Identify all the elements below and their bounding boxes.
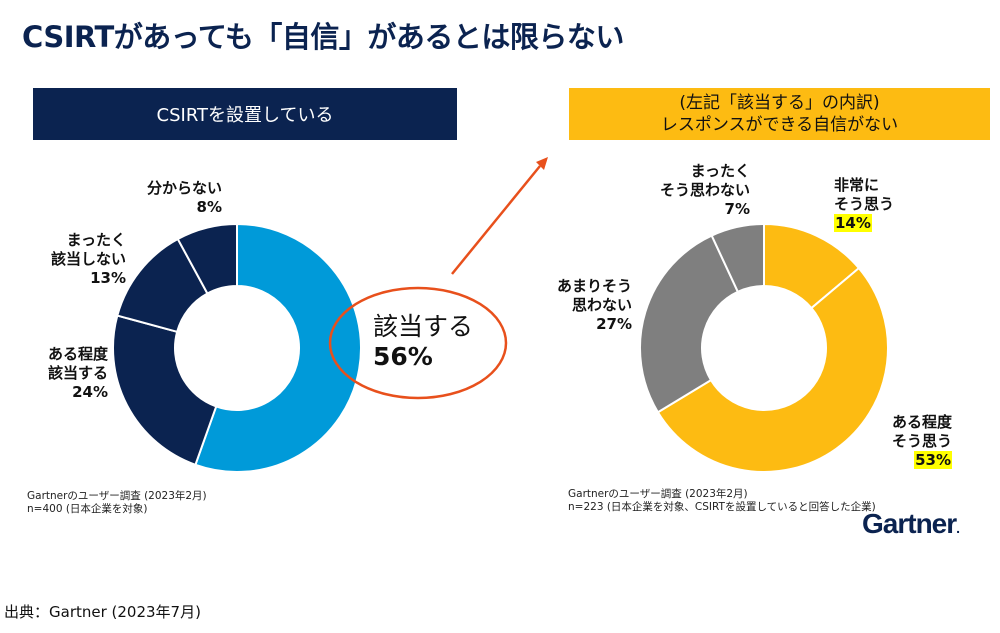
left-chart-header: CSIRTを設置している: [33, 88, 457, 140]
left-label-somewhat-line2: 該当する: [47, 364, 108, 382]
callout-ellipse: [328, 286, 508, 400]
right-donut-slice-3: [639, 234, 740, 414]
right-donut-slice-2: [656, 266, 889, 473]
right-label-somewhat-line1: ある程度: [891, 413, 952, 431]
left-label-not-at-all: まったく 該当しない 13%: [36, 231, 126, 288]
left-label-somewhat: ある程度 該当する 24%: [30, 345, 108, 402]
callout-applicable: 該当する 56%: [373, 312, 473, 372]
right-chart-header-line2: レスポンスができる自信がない: [660, 115, 899, 135]
right-note-line1: Gartnerのユーザー調査 (2023年2月): [568, 488, 748, 500]
gartner-logo-text: Gartner: [862, 508, 957, 539]
right-chart-header-line1: (左記「該当する」の内訳): [679, 93, 880, 113]
callout-arrow-line: [451, 165, 541, 275]
right-label-strongly-pct: 14%: [834, 214, 872, 232]
right-label-somewhat-pct: 53%: [914, 451, 952, 469]
right-label-not-really-line2: 思わない: [571, 296, 632, 314]
left-label-somewhat-pct: 24%: [72, 383, 108, 401]
right-label-somewhat: ある程度 そう思う 53%: [862, 413, 952, 470]
left-note-line1: Gartnerのユーザー調査 (2023年2月): [27, 490, 207, 502]
left-donut-slice-4: [176, 222, 238, 295]
donut-chart-right: [639, 222, 889, 473]
left-note-line2: n=400 (日本企業を対象): [27, 503, 148, 515]
right-label-not-at-all-pct: 7%: [724, 200, 750, 218]
left-label-unknown-pct: 8%: [196, 198, 222, 216]
donut-chart-left: [112, 222, 362, 473]
right-label-not-really: あまりそう 思わない 27%: [540, 277, 632, 334]
left-label-somewhat-line1: ある程度: [47, 345, 108, 363]
right-label-not-at-all-line2: そう思わない: [659, 181, 750, 199]
left-chart-header-text: CSIRTを設置している: [156, 105, 334, 126]
source-citation: 出典：Gartner (2023年7月): [4, 603, 201, 621]
right-donut-slice-4: [710, 222, 765, 294]
right-label-strongly-line1: 非常に: [834, 176, 880, 194]
right-label-strongly-line2: そう思う: [834, 195, 895, 213]
right-label-not-at-all-line1: まったく: [690, 162, 750, 180]
left-label-unknown-text: 分からない: [146, 179, 222, 197]
left-chart-note: Gartnerのユーザー調査 (2023年2月) n=400 (日本企業を対象): [27, 490, 207, 516]
callout-value: 56%: [373, 342, 433, 371]
right-label-somewhat-line2: そう思う: [891, 432, 952, 450]
callout-arrow-head: [536, 157, 548, 170]
right-label-not-at-all: まったく そう思わない 7%: [622, 162, 750, 219]
gartner-logo: Gartner.: [862, 508, 960, 539]
left-label-not-at-all-pct: 13%: [90, 269, 126, 287]
left-label-unknown: 分からない 8%: [128, 179, 222, 217]
right-label-not-really-pct: 27%: [596, 315, 632, 333]
right-label-not-really-line1: あまりそう: [556, 277, 632, 295]
right-note-line2: n=223 (日本企業を対象、CSIRTを設置していると回答した企業): [568, 501, 876, 513]
left-label-not-at-all-line1: まったく: [66, 231, 126, 249]
right-chart-header: (左記「該当する」の内訳) レスポンスができる自信がない: [569, 88, 990, 140]
left-donut-slice-2: [112, 314, 218, 467]
left-label-not-at-all-line2: 該当しない: [50, 250, 126, 268]
callout-label: 該当する: [373, 312, 474, 341]
slide-title: CSIRTがあっても「自信」があるとは限らない: [22, 20, 624, 54]
right-chart-note: Gartnerのユーザー調査 (2023年2月) n=223 (日本企業を対象、…: [568, 488, 876, 514]
right-label-strongly: 非常に そう思う 14%: [834, 176, 944, 233]
left-donut-slice-1: [194, 222, 362, 473]
